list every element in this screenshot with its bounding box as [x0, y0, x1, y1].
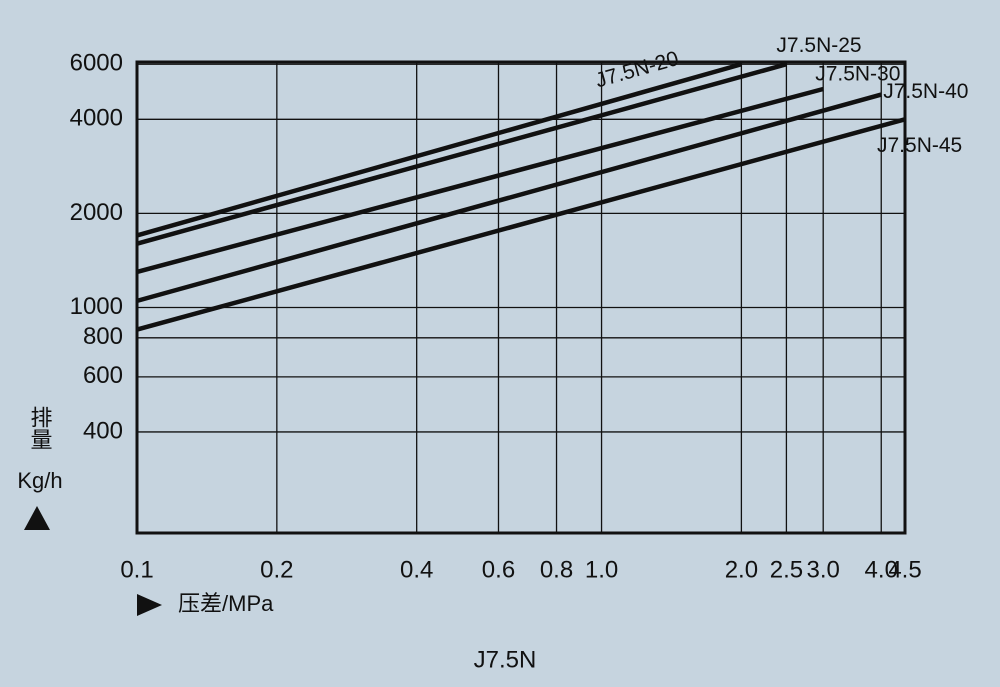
x-tick-label: 3.0 [807, 556, 840, 583]
y-axis-label: 排量 [28, 406, 53, 450]
x-axis-label: 压差/MPa [178, 591, 274, 616]
x-tick-label: 0.4 [400, 556, 433, 583]
x-tick-label: 2.0 [725, 556, 758, 583]
y-tick-label: 400 [83, 417, 123, 444]
series-line [136, 62, 743, 238]
up-arrow [24, 506, 50, 530]
x-tick-label: 1.0 [585, 556, 618, 583]
x-tick-label: 4.0 [865, 556, 898, 583]
series-line [136, 117, 906, 332]
plot-frame [135, 60, 907, 535]
x-tick-label: 4.5 [888, 556, 921, 583]
series-line [136, 86, 824, 275]
y-axis-unit: Kg/h [17, 468, 62, 493]
x-tick-label: 0.6 [482, 556, 515, 583]
x-tick-label: 0.2 [260, 556, 293, 583]
chart-title: J7.5N [474, 646, 537, 673]
series-line [136, 92, 882, 304]
series-label: J7.5N-25 [776, 34, 861, 57]
y-tick-label: 1000 [70, 293, 123, 320]
y-tick-label: 800 [83, 323, 123, 350]
y-tick-label: 4000 [70, 105, 123, 132]
series-line [136, 62, 788, 246]
x-tick-label: 2.5 [770, 556, 803, 583]
y-tick-label: 2000 [70, 199, 123, 226]
x-tick-label: 0.1 [120, 556, 153, 583]
series-label: J7.5N-30 [815, 63, 900, 86]
right-arrow [137, 594, 162, 616]
series-label: J7.5N-40 [883, 80, 968, 103]
series-label: J7.5N-45 [877, 134, 962, 157]
x-tick-label: 0.8 [540, 556, 573, 583]
y-tick-label: 600 [83, 362, 123, 389]
y-tick-label: 6000 [70, 50, 123, 77]
